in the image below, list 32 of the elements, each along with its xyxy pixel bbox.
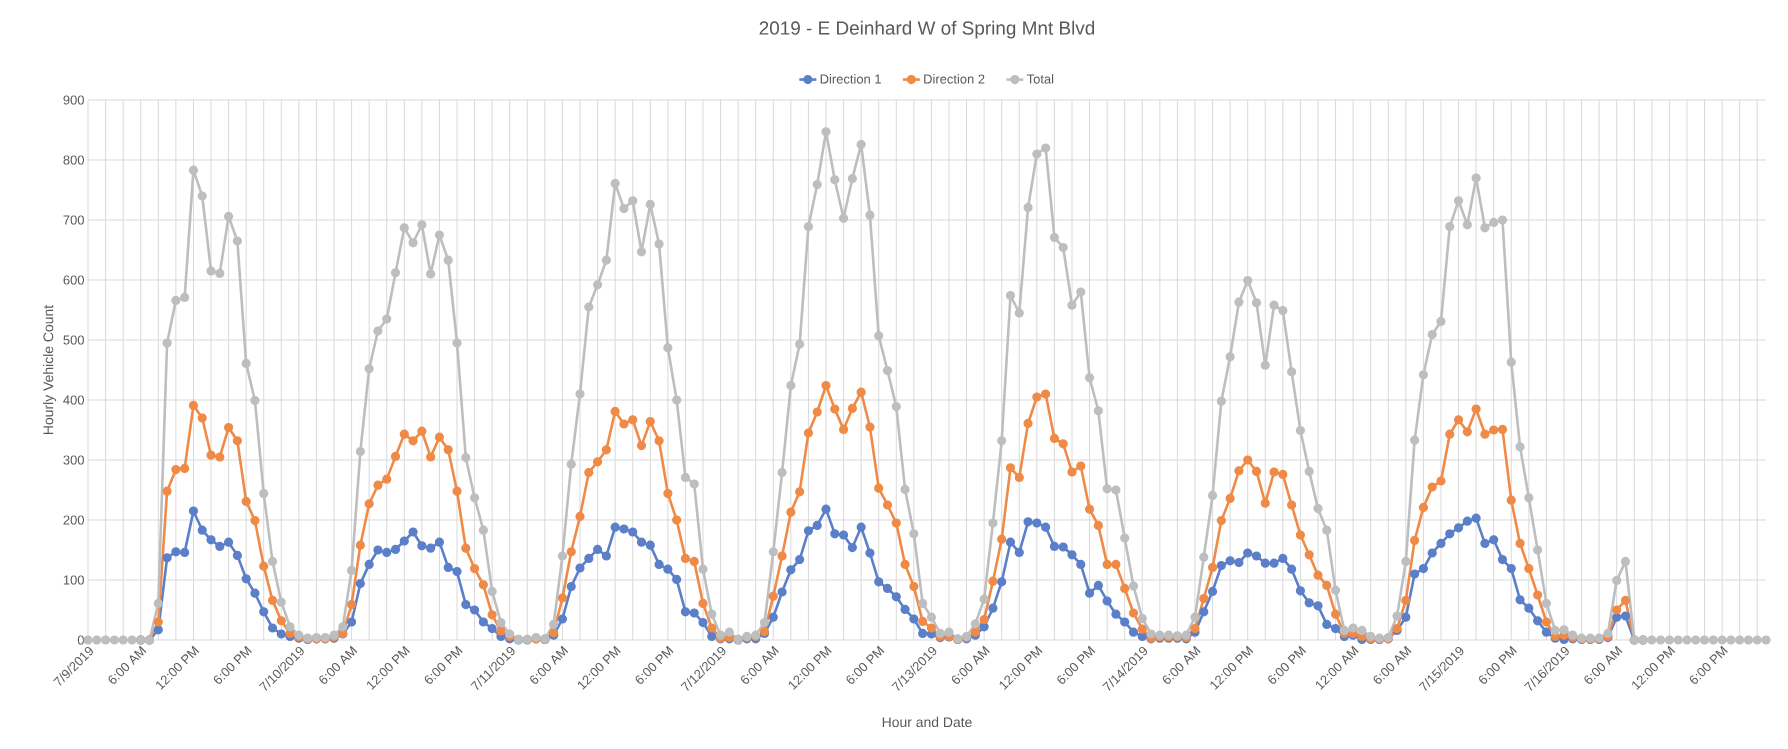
legend-label: Total	[1026, 74, 1054, 84]
x-tick-label: 6:00 PM	[635, 645, 674, 684]
y-tick-label: 200	[63, 515, 84, 525]
y-tick-label: 100	[63, 575, 84, 585]
x-tick-label: 6:00 PM	[1479, 645, 1517, 684]
x-tick-label: 6:00 AM	[108, 645, 147, 684]
x-tick-label: 6:00 AM	[951, 645, 990, 684]
chart-title: 2019 - E Deinhard W of Spring Mnt Blvd	[759, 20, 1095, 39]
y-axis-title: Hourly Vehicle Count	[43, 304, 57, 434]
x-tick-label: 6:00 PM	[1689, 645, 1728, 684]
x-tick-label: 6:00 PM	[1268, 645, 1307, 684]
y-tick-label: 300	[63, 455, 84, 465]
y-tick-label: 600	[63, 275, 84, 285]
x-tick-label: 6:00 AM	[1584, 645, 1623, 684]
y-tick-label: 800	[63, 155, 84, 165]
x-tick-label: 6:00 AM	[741, 645, 779, 684]
x-axis-title: Hour and Date	[882, 716, 972, 728]
y-tick-label: 0	[77, 635, 84, 645]
legend-label: Direction 2	[924, 74, 985, 84]
x-tick-label: 6:00 PM	[424, 645, 463, 684]
y-tick-label: 700	[63, 215, 84, 225]
x-tick-label: 6:00 AM	[319, 645, 358, 684]
x-tick-label: 6:00 PM	[213, 645, 252, 684]
x-tick-label: 6:00 AM	[530, 645, 569, 684]
x-tick-label: 6:00 AM	[1162, 645, 1201, 684]
x-tick-label: 6:00 AM	[1373, 645, 1412, 684]
x-tick-label: 6:00 PM	[846, 645, 885, 684]
x-tick-label: 6:00 PM	[1057, 645, 1096, 684]
y-tick-label: 500	[63, 335, 84, 345]
y-tick-label: 900	[63, 95, 84, 105]
y-tick-label: 400	[63, 395, 84, 405]
legend-label: Direction 1	[820, 74, 881, 84]
